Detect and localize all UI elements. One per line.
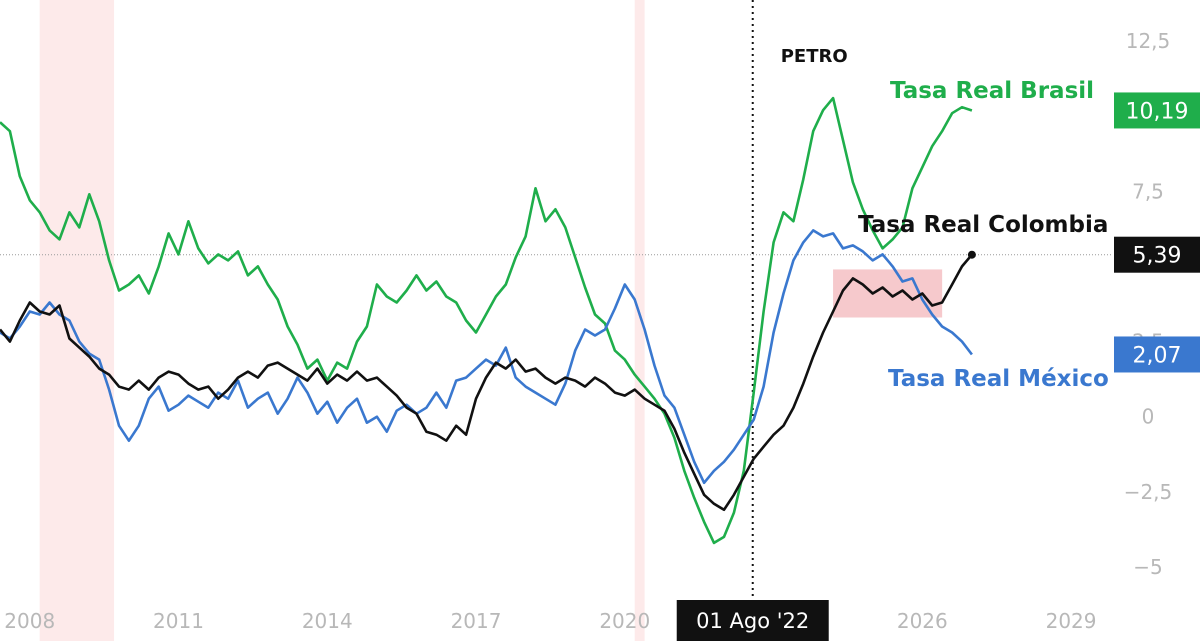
event-label: PETRO — [781, 46, 848, 67]
series-label-tasa-real-colombia: Tasa Real Colombia — [858, 212, 1108, 238]
value-badge-text-tasa-real-mexico: 2,07 — [1133, 343, 1182, 368]
y-tick-label: 12,5 — [1126, 29, 1171, 53]
series-line-tasa-real-brasil — [0, 96, 973, 545]
recession-band-1 — [39, 0, 115, 641]
event-date-label: 01 Ago '22 — [696, 609, 809, 633]
x-tick-label: 2008 — [4, 609, 55, 633]
x-tick-label: 2020 — [599, 609, 650, 633]
series-label-tasa-real-brasil: Tasa Real Brasil — [890, 78, 1094, 104]
x-tick-label: 2026 — [897, 609, 948, 633]
recession-band-2 — [634, 0, 645, 641]
y-tick-label: 7,5 — [1132, 179, 1164, 203]
y-tick-label: −5 — [1133, 555, 1162, 579]
value-badge-tasa-real-mexico — [1114, 336, 1200, 373]
recession-bands — [39, 0, 645, 641]
x-tick-label: 2029 — [1046, 609, 1097, 633]
x-tick-label: 2017 — [451, 609, 502, 633]
last-value-badges: 10,19 2,07 5,39 — [1114, 92, 1200, 373]
series-line-tasa-real-colombia — [0, 253, 973, 512]
value-badge-tasa-real-colombia — [1114, 236, 1200, 273]
colombia-end-marker — [967, 250, 976, 259]
value-badge-text-tasa-real-brasil: 10,19 — [1126, 99, 1189, 124]
x-axis-ticks: 2008 2011 2014 2017 2020 2026 2029 — [4, 609, 1096, 633]
value-badge-text-tasa-real-colombia: 5,39 — [1133, 244, 1182, 269]
event-date-badge — [676, 600, 829, 641]
series-line-tasa-real-mexico — [0, 229, 973, 485]
series-labels: Tasa Real Brasil Tasa Real México Tasa Rea… — [858, 78, 1109, 392]
value-badge-tasa-real-brasil — [1114, 92, 1200, 129]
x-tick-label: 2014 — [302, 609, 353, 633]
x-tick-label: 2011 — [153, 609, 204, 633]
series-label-tasa-real-mexico: Tasa Real México — [888, 366, 1109, 392]
series-lines — [0, 96, 973, 545]
y-tick-label: −2,5 — [1124, 480, 1173, 504]
y-tick-label: 0 — [1142, 405, 1155, 429]
